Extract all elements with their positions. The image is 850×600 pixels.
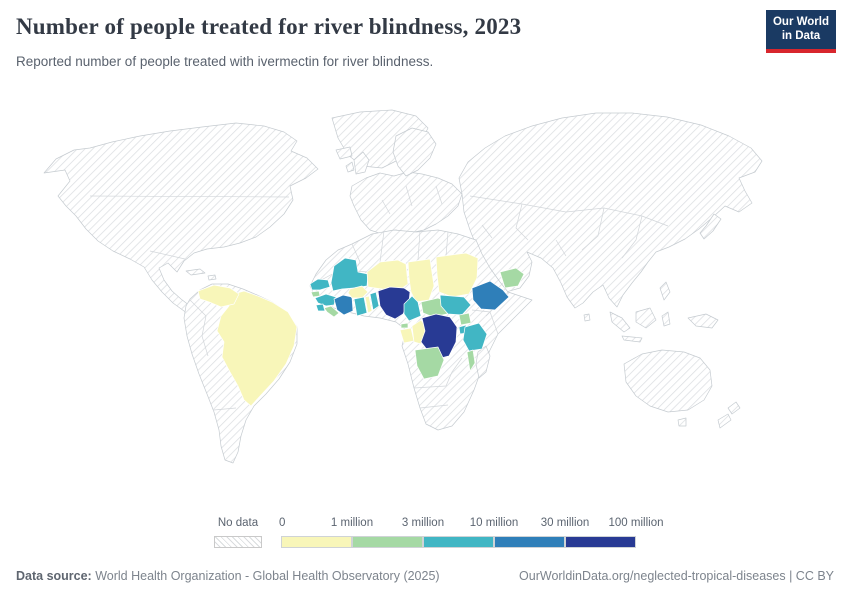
country-malawi[interactable] — [466, 349, 476, 372]
country-sudan[interactable] — [435, 252, 479, 298]
landmass-britain[interactable] — [353, 151, 370, 175]
legend-tick-1: 1 million — [330, 517, 374, 529]
country-cote-divoire[interactable] — [333, 294, 354, 316]
country-liberia[interactable] — [323, 305, 340, 318]
landmass-sulawesi[interactable] — [661, 311, 671, 327]
landmass-asia[interactable] — [458, 112, 763, 309]
country-uganda[interactable] — [458, 312, 472, 326]
landmass-borneo[interactable] — [635, 307, 657, 329]
country-sierra-leone[interactable] — [315, 303, 326, 312]
country-yemen[interactable] — [499, 267, 525, 289]
country-cameroon[interactable] — [403, 295, 422, 322]
data-source: Data source: World Health Organization -… — [16, 569, 440, 583]
country-venezuela[interactable] — [197, 284, 240, 308]
landmass-sumatra[interactable] — [609, 311, 631, 333]
landmass-japan[interactable] — [699, 213, 722, 240]
country-niger[interactable] — [366, 259, 409, 292]
country-equatorial-guinea[interactable] — [400, 322, 409, 329]
landmass-philippines[interactable] — [659, 281, 671, 301]
landmass-new-guinea[interactable] — [687, 313, 719, 329]
owid-logo-line1: Our World — [772, 16, 829, 28]
legend-tick-4: 30 million — [540, 517, 590, 529]
legend-no-data-swatch[interactable] — [214, 536, 262, 548]
owid-logo-line2: in Data — [781, 29, 821, 42]
legend-no-data-label: No data — [217, 517, 259, 529]
country-angola[interactable] — [414, 346, 445, 380]
colored-countries — [197, 252, 525, 407]
landmass-north-america[interactable] — [43, 122, 319, 317]
legend-bin-10-30m[interactable] — [494, 536, 565, 548]
attribution-link[interactable]: OurWorldinData.org/neglected-tropical-di… — [519, 569, 834, 583]
data-source-text: World Health Organization - Global Healt… — [91, 569, 440, 583]
data-source-label: Data source: — [16, 569, 92, 583]
country-togo[interactable] — [364, 295, 373, 314]
country-ghana[interactable] — [353, 296, 368, 317]
legend-tick-2: 3 million — [401, 517, 445, 529]
landmass-hispaniola[interactable] — [207, 274, 217, 281]
country-brazil[interactable] — [216, 290, 298, 407]
country-ethiopia[interactable] — [471, 280, 510, 311]
landmass-australia[interactable] — [623, 349, 713, 413]
legend-bin-30-100m[interactable] — [565, 536, 636, 548]
country-chad[interactable] — [407, 258, 435, 303]
page-subtitle: Reported number of people treated with i… — [16, 54, 434, 69]
legend-color-bar — [281, 536, 636, 548]
landmass-iceland[interactable] — [335, 146, 353, 160]
landmass-tasmania[interactable] — [677, 417, 687, 427]
country-guinea[interactable] — [314, 293, 337, 307]
country-tanzania[interactable] — [462, 322, 488, 352]
legend-tick-0: 0 — [279, 517, 286, 529]
landmass-scandinavia[interactable] — [392, 127, 437, 177]
landmass-new-zealand-north[interactable] — [727, 401, 741, 415]
landmass-java[interactable] — [621, 335, 643, 343]
page-title: Number of people treated for river blind… — [16, 14, 522, 39]
landmass-cuba[interactable] — [185, 268, 206, 276]
landmass-madagascar[interactable] — [475, 345, 491, 379]
landmass-europe[interactable] — [349, 171, 463, 235]
legend-tick-3: 10 million — [469, 517, 519, 529]
country-senegal[interactable] — [309, 278, 331, 291]
owid-logo[interactable]: Our World in Data — [766, 10, 836, 53]
legend-tick-5: 100 million — [608, 517, 664, 529]
landmass-sri-lanka[interactable] — [583, 313, 591, 322]
legend-bin-0-1m[interactable] — [281, 536, 352, 548]
legend-bin-3-10m[interactable] — [423, 536, 494, 548]
landmass-new-zealand-south[interactable] — [717, 413, 732, 429]
legend-bin-1-3m[interactable] — [352, 536, 423, 548]
country-guinea-bissau[interactable] — [310, 290, 321, 298]
country-benin[interactable] — [369, 291, 380, 311]
landmass-ireland[interactable] — [345, 161, 355, 173]
